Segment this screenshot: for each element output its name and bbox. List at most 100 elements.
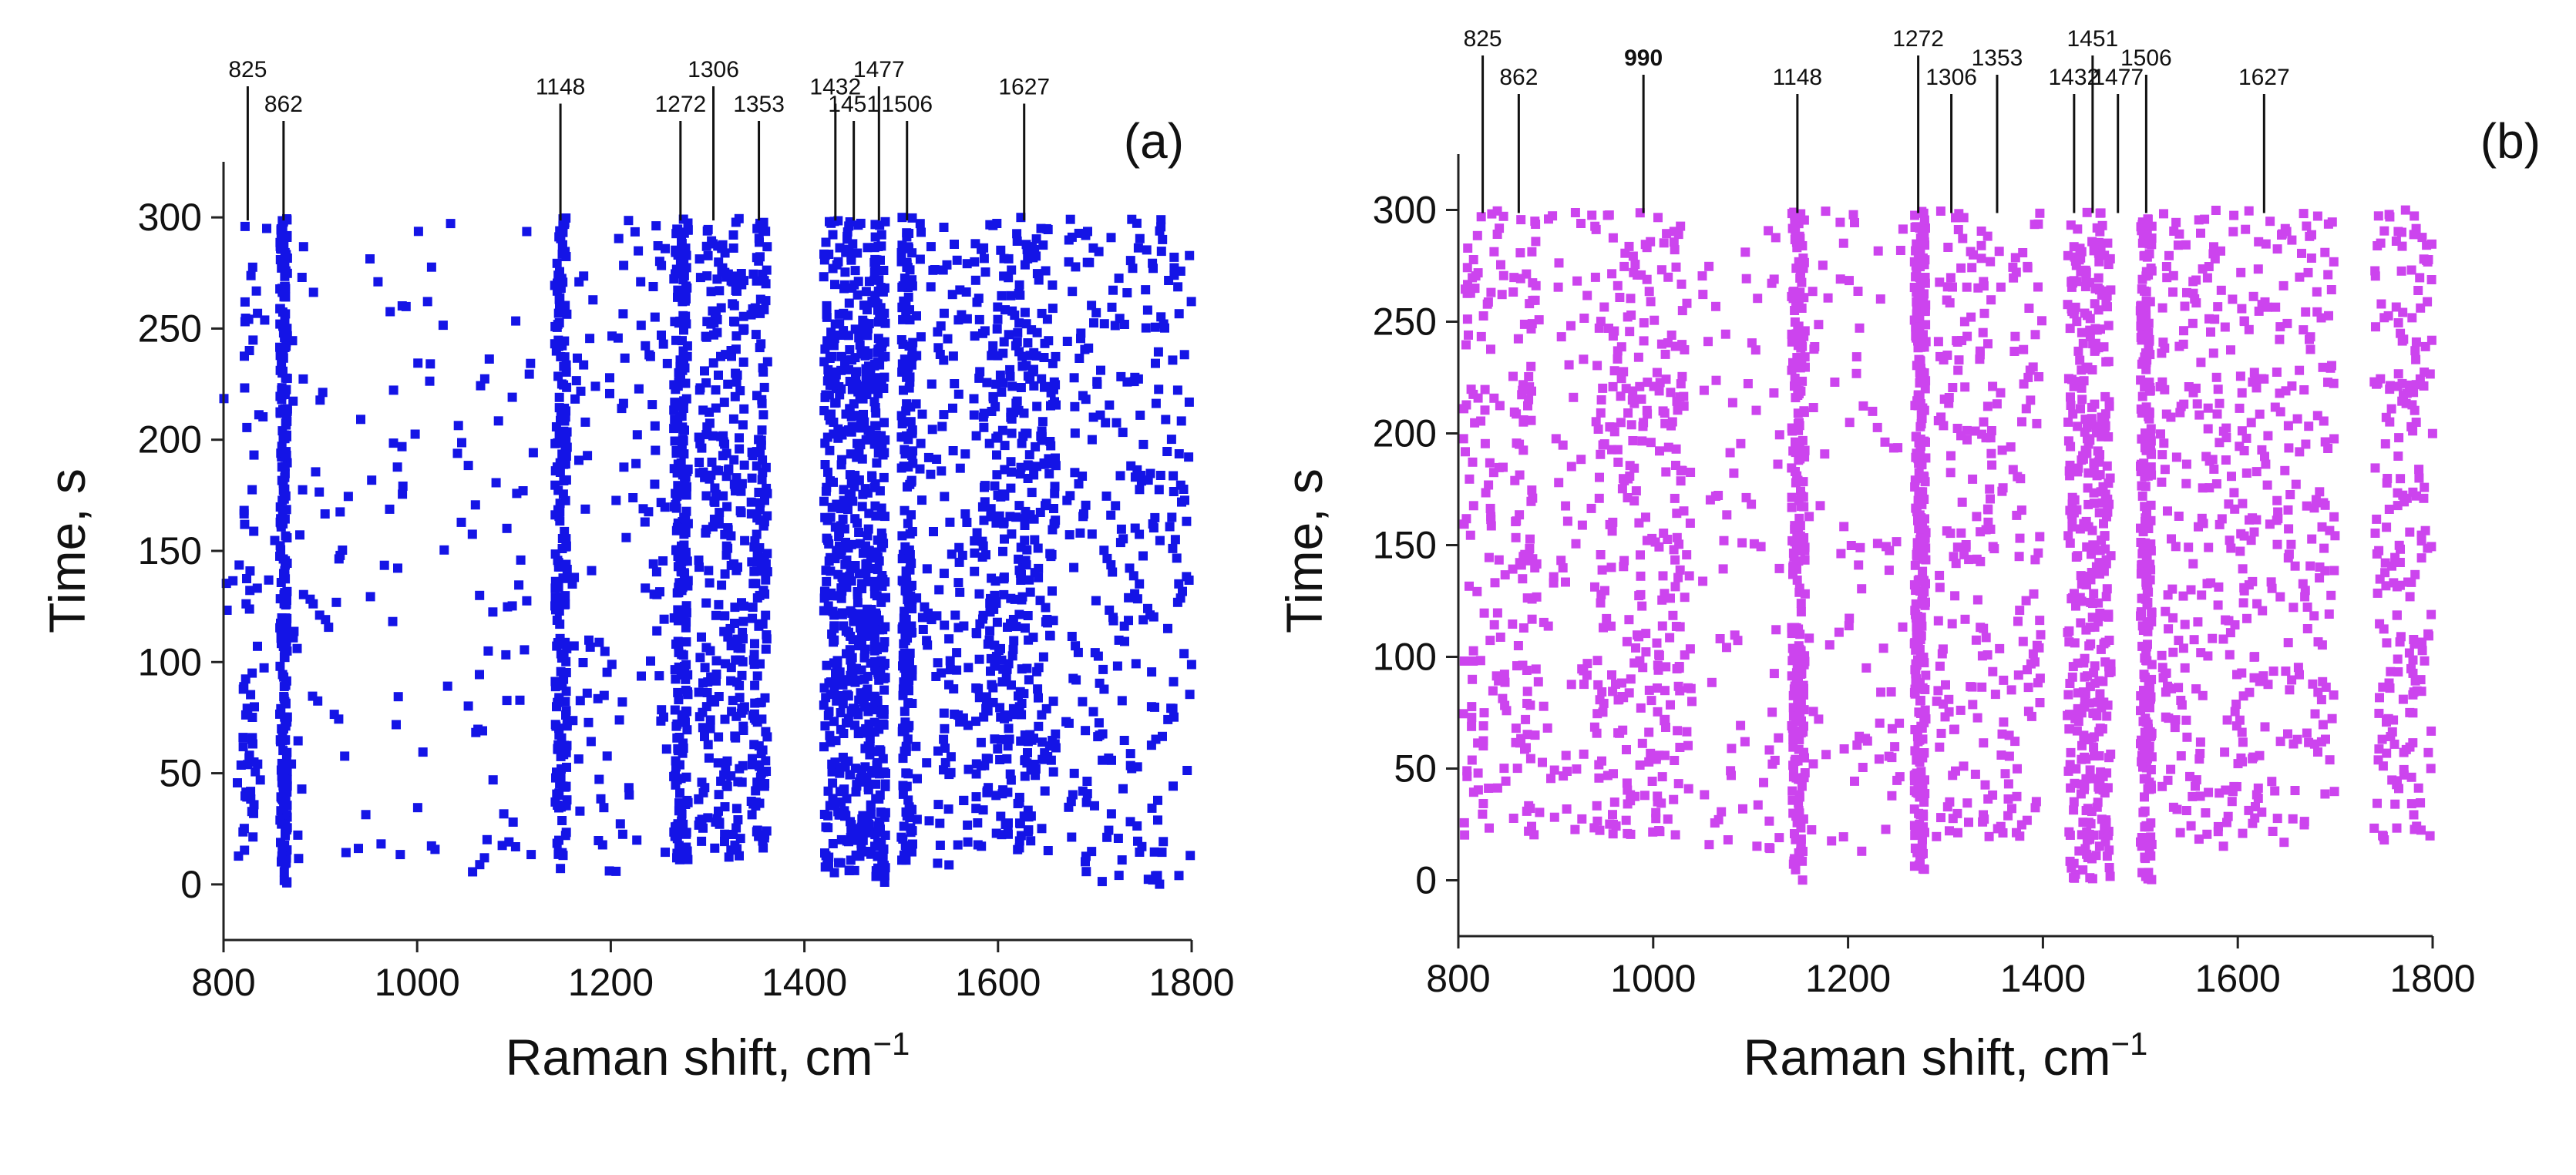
scatter-point	[747, 557, 756, 566]
scatter-point	[852, 787, 861, 797]
scatter-point	[2035, 616, 2044, 625]
x-tick-label: 800	[191, 961, 255, 1004]
scatter-point	[2095, 690, 2104, 699]
scatter-point	[2067, 220, 2076, 230]
scatter-point	[1625, 327, 1634, 336]
scatter-point	[2024, 304, 2033, 313]
scatter-point	[2007, 804, 2016, 813]
scatter-point	[950, 611, 960, 620]
scatter-point	[747, 498, 756, 507]
scatter-point	[570, 394, 580, 404]
scatter-point	[2022, 596, 2031, 606]
scatter-point	[1605, 820, 1614, 829]
scatter-point	[874, 676, 883, 685]
scatter-point	[870, 633, 879, 642]
scatter-point	[1787, 337, 1797, 347]
scatter-point	[977, 738, 986, 747]
scatter-point	[2085, 326, 2094, 335]
scatter-point	[902, 399, 911, 408]
y-tick-label: 50	[159, 752, 202, 795]
scatter-point	[584, 636, 594, 645]
y-tick-label: 300	[138, 196, 202, 239]
scatter-point	[1499, 212, 1508, 221]
scatter-point	[603, 751, 612, 760]
scatter-point	[1525, 700, 1535, 710]
scatter-point	[2103, 584, 2112, 593]
scatter-point	[1522, 666, 1532, 675]
scatter-point	[1917, 597, 1926, 606]
scatter-point	[587, 566, 597, 576]
scatter-point	[700, 366, 709, 375]
scatter-point	[1177, 498, 1186, 507]
scatter-point	[2105, 636, 2114, 645]
scatter-point	[875, 556, 884, 566]
scatter-point	[1149, 523, 1159, 532]
scatter-point	[1165, 522, 1175, 532]
peak-label-1506: 1506	[881, 92, 933, 117]
scatter-point	[1956, 706, 1966, 715]
scatter-point	[1009, 408, 1018, 417]
scatter-point	[988, 392, 997, 401]
scatter-point	[295, 530, 304, 539]
scatter-point	[239, 682, 248, 691]
scatter-point	[997, 789, 1007, 798]
scatter-point	[681, 297, 690, 306]
scatter-point	[879, 754, 888, 764]
scatter-point	[873, 306, 883, 315]
scatter-point	[1025, 450, 1034, 459]
scatter-point	[828, 778, 837, 787]
scatter-point	[1623, 637, 1632, 646]
scatter-point	[621, 533, 631, 542]
scatter-point	[731, 369, 740, 378]
scatter-point	[1986, 495, 1995, 504]
scatter-point	[1523, 730, 1532, 739]
scatter-point	[1050, 378, 1059, 387]
scatter-point	[1175, 309, 1184, 318]
scatter-point	[980, 253, 989, 263]
scatter-point	[1081, 867, 1091, 876]
scatter-point	[1636, 590, 1646, 599]
scatter-point	[557, 816, 567, 825]
scatter-point	[281, 313, 290, 322]
scatter-point	[1159, 837, 1168, 846]
scatter-point	[1596, 695, 1605, 704]
scatter-point	[671, 665, 680, 674]
scatter-point	[641, 518, 650, 527]
scatter-point	[1496, 260, 1505, 270]
scatter-point	[2096, 324, 2105, 334]
scatter-point	[1179, 649, 1189, 658]
scatter-point	[836, 583, 846, 593]
scatter-point	[1917, 260, 1926, 269]
scatter-point	[2083, 434, 2092, 443]
scatter-point	[1501, 678, 1510, 687]
scatter-point	[2097, 535, 2106, 545]
scatter-point	[2103, 239, 2112, 248]
scatter-point	[702, 271, 711, 280]
scatter-point	[1118, 534, 1128, 543]
scatter-point	[880, 878, 889, 887]
scatter-point	[937, 466, 946, 475]
scatter-point	[1625, 688, 1634, 697]
scatter-point	[2101, 358, 2110, 367]
scatter-point	[1912, 626, 1922, 635]
scatter-point	[1473, 738, 1482, 747]
scatter-point	[1942, 526, 1952, 535]
scatter-point	[393, 462, 402, 472]
scatter-point	[1524, 395, 1533, 405]
scatter-point	[551, 720, 560, 729]
scatter-point	[1943, 282, 1952, 291]
scatter-point	[341, 848, 351, 858]
scatter-point	[1168, 544, 1177, 553]
scatter-point	[1921, 384, 1930, 394]
scatter-points-b	[1459, 206, 2437, 885]
scatter-point	[1155, 536, 1165, 546]
scatter-point	[762, 549, 772, 558]
scatter-point	[761, 576, 770, 585]
scatter-point	[2063, 690, 2073, 700]
scatter-point	[562, 828, 571, 837]
scatter-point	[2083, 671, 2092, 680]
scatter-point	[584, 718, 594, 727]
scatter-point	[1046, 441, 1055, 451]
scatter-point	[1480, 708, 1489, 717]
scatter-point	[1467, 713, 1476, 722]
